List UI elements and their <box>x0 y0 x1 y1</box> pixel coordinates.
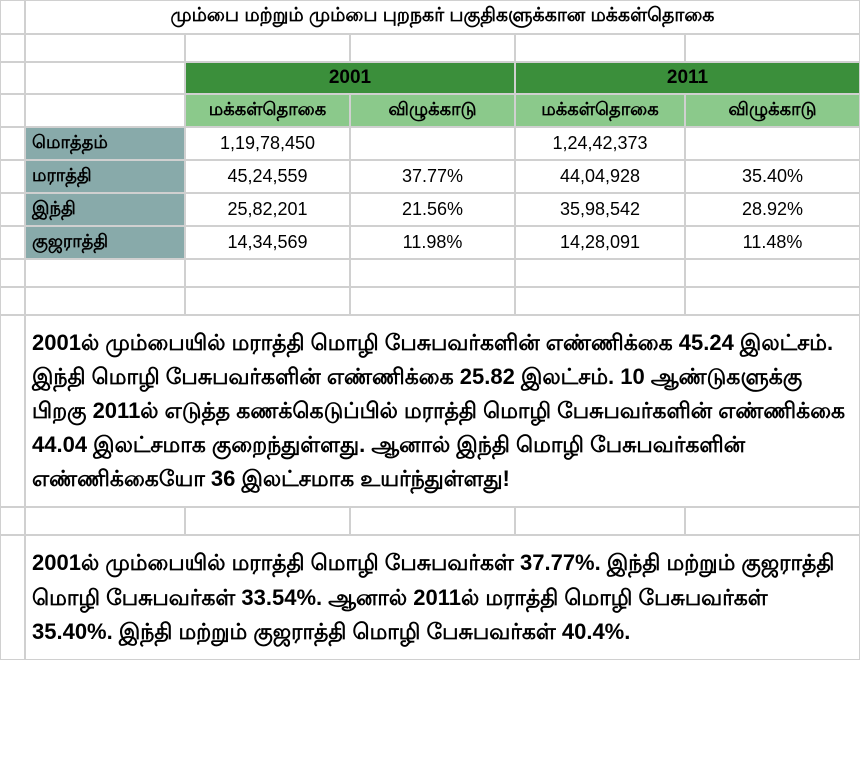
blank-cell <box>350 287 515 315</box>
gutter-cell <box>0 507 25 535</box>
row-marathi-label: மராத்தி <box>25 160 185 193</box>
blank-cell <box>515 507 685 535</box>
row-hindi-pop2011: 35,98,542 <box>515 193 685 226</box>
summary-paragraph-1: 2001ல் மும்பையில் மராத்தி மொழி பேசுபவர்க… <box>25 315 860 507</box>
row-marathi-pct2011: 35.40% <box>685 160 860 193</box>
row-gujarati-pct2001: 11.98% <box>350 226 515 259</box>
col-population-2011: மக்கள்தொகை <box>515 94 685 127</box>
row-total-pct2001 <box>350 127 515 160</box>
col-percent-2011: விழுக்காடு <box>685 94 860 127</box>
row-hindi-pct2011: 28.92% <box>685 193 860 226</box>
row-gujarati-pop2001: 14,34,569 <box>185 226 350 259</box>
spreadsheet: மும்பை மற்றும் மும்பை புறநகர் பகுதிகளுக்… <box>0 0 860 660</box>
blank-cell <box>185 259 350 287</box>
gutter-cell <box>0 315 25 507</box>
gutter-cell <box>0 94 25 127</box>
col-population-2001: மக்கள்தொகை <box>185 94 350 127</box>
row-hindi-pop2001: 25,82,201 <box>185 193 350 226</box>
blank-cell <box>350 259 515 287</box>
row-gujarati-label: குஜராத்தி <box>25 226 185 259</box>
blank-cell <box>25 287 185 315</box>
row-marathi-pop2001: 45,24,559 <box>185 160 350 193</box>
row-total-pop2001: 1,19,78,450 <box>185 127 350 160</box>
year-header-2001: 2001 <box>185 62 515 94</box>
row-total-pop2011: 1,24,42,373 <box>515 127 685 160</box>
table-title: மும்பை மற்றும் மும்பை புறநகர் பகுதிகளுக்… <box>25 0 860 34</box>
row-total-label: மொத்தம் <box>25 127 185 160</box>
gutter-cell <box>0 127 25 160</box>
col-percent-2001: விழுக்காடு <box>350 94 515 127</box>
summary-paragraph-2: 2001ல் மும்பையில் மராத்தி மொழி பேசுபவர்க… <box>25 535 860 659</box>
blank-cell <box>25 62 185 94</box>
gutter-cell <box>0 62 25 94</box>
blank-cell <box>25 34 185 62</box>
row-hindi-pct2001: 21.56% <box>350 193 515 226</box>
gutter-cell <box>0 259 25 287</box>
row-gujarati-pop2011: 14,28,091 <box>515 226 685 259</box>
gutter-cell <box>0 34 25 62</box>
blank-cell <box>515 34 685 62</box>
row-gujarati-pct2011: 11.48% <box>685 226 860 259</box>
blank-cell <box>685 287 860 315</box>
blank-cell <box>685 259 860 287</box>
blank-cell <box>185 287 350 315</box>
gutter-cell <box>0 0 25 34</box>
gutter-cell <box>0 287 25 315</box>
year-header-2011: 2011 <box>515 62 860 94</box>
gutter-cell <box>0 535 25 659</box>
blank-cell <box>25 94 185 127</box>
blank-cell <box>185 34 350 62</box>
blank-cell <box>185 507 350 535</box>
blank-cell <box>25 259 185 287</box>
blank-cell <box>515 259 685 287</box>
row-marathi-pct2001: 37.77% <box>350 160 515 193</box>
blank-cell <box>685 34 860 62</box>
gutter-cell <box>0 160 25 193</box>
blank-cell <box>25 507 185 535</box>
blank-cell <box>350 34 515 62</box>
blank-cell <box>515 287 685 315</box>
gutter-cell <box>0 226 25 259</box>
row-marathi-pop2011: 44,04,928 <box>515 160 685 193</box>
gutter-cell <box>0 193 25 226</box>
blank-cell <box>350 507 515 535</box>
row-hindi-label: இந்தி <box>25 193 185 226</box>
blank-cell <box>685 507 860 535</box>
row-total-pct2011 <box>685 127 860 160</box>
